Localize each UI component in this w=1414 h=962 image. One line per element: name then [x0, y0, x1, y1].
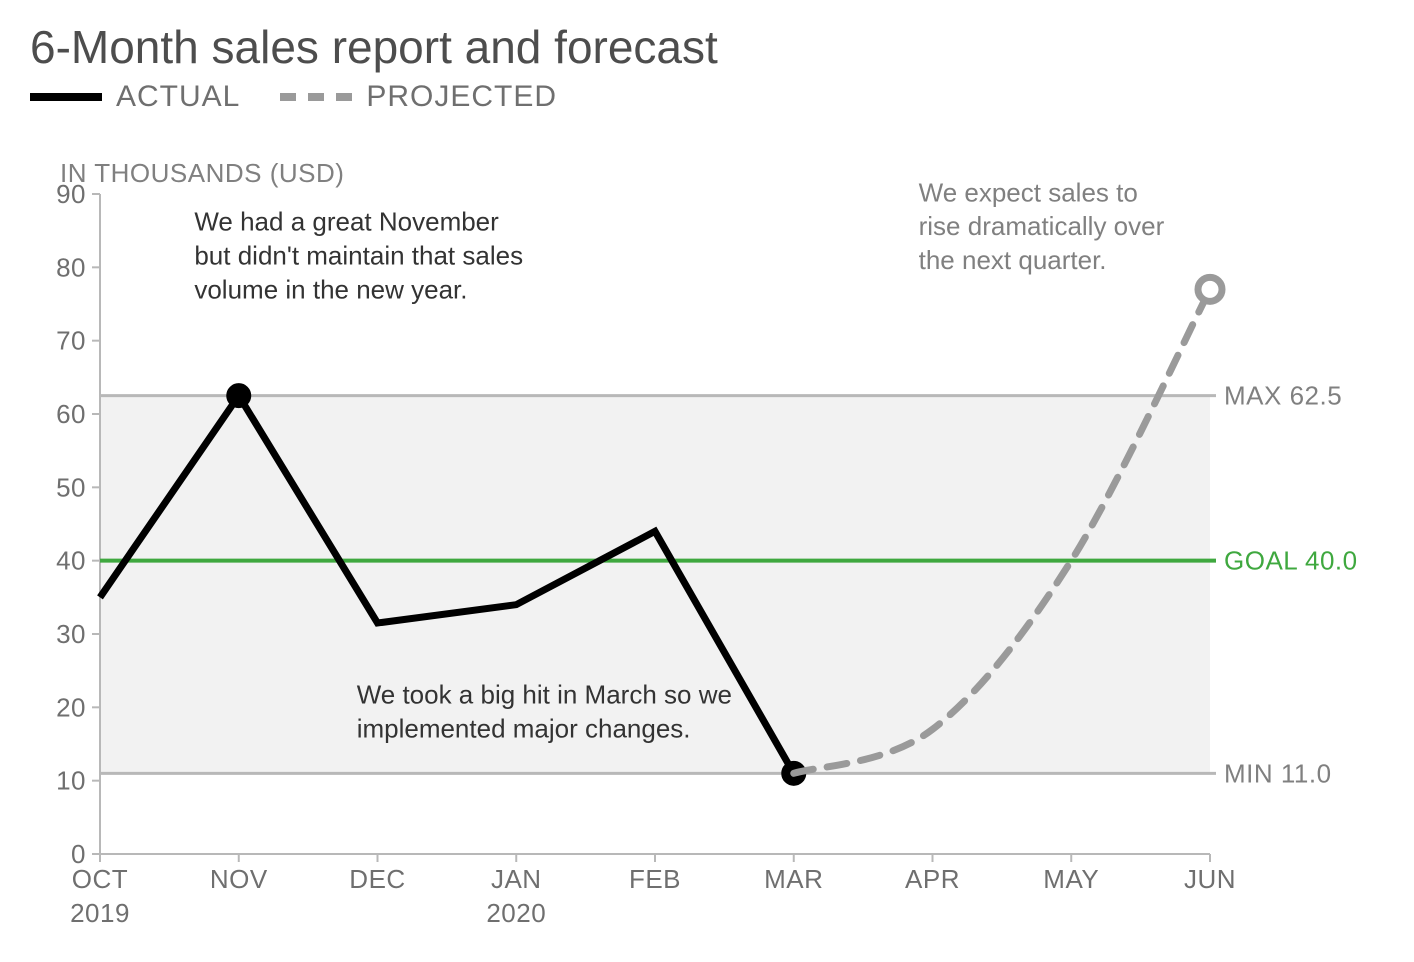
x-tick-label: JAN [491, 864, 542, 894]
goal-label: GOAL 40.0 [1224, 546, 1358, 576]
x-tick-label: FEB [629, 864, 681, 894]
y-tick-label: 70 [56, 326, 86, 356]
y-tick-label: 40 [56, 546, 86, 576]
x-tick-label: JUN [1184, 864, 1236, 894]
chart-plot-area: IN THOUSANDS (USD)0102030405060708090OCT… [30, 154, 1374, 944]
legend-label-actual: ACTUAL [116, 80, 240, 114]
x-tick-label: APR [905, 864, 960, 894]
x-tick-label: MAR [764, 864, 823, 894]
series-projected-end-marker [1198, 277, 1222, 301]
y-tick-label: 60 [56, 399, 86, 429]
annotation-mar: implemented major changes. [357, 713, 691, 743]
x-tick-label: OCT [72, 864, 128, 894]
legend-swatch-actual [30, 93, 102, 101]
legend-item-projected: PROJECTED [280, 80, 557, 114]
annotation-forecast: We expect sales to [919, 177, 1138, 207]
y-tick-label: 10 [56, 766, 86, 796]
y-tick-label: 80 [56, 252, 86, 282]
annotation-forecast: rise dramatically over [919, 211, 1165, 241]
y-tick-label: 90 [56, 179, 86, 209]
legend-label-projected: PROJECTED [366, 80, 557, 114]
legend-swatch-projected [280, 93, 352, 101]
annotation-mar: We took a big hit in March so we [357, 680, 732, 710]
y-tick-label: 30 [56, 619, 86, 649]
y-tick-label: 50 [56, 472, 86, 502]
x-tick-label: NOV [210, 864, 268, 894]
x-tick-label: DEC [349, 864, 405, 894]
y-tick-label: 20 [56, 692, 86, 722]
chart-container: 6-Month sales report and forecast ACTUAL… [0, 0, 1414, 962]
annotation-nov: volume in the new year. [194, 274, 467, 304]
max-label: MAX 62.5 [1224, 381, 1342, 411]
y-axis-unit-label: IN THOUSANDS (USD) [60, 158, 344, 188]
x-year-label: 2020 [486, 898, 546, 928]
legend-item-actual: ACTUAL [30, 80, 240, 114]
min-label: MIN 11.0 [1224, 758, 1332, 788]
series-actual-marker [227, 384, 251, 408]
annotation-forecast: the next quarter. [919, 245, 1107, 275]
legend: ACTUAL PROJECTED [30, 80, 1374, 114]
x-year-label: 2019 [70, 898, 130, 928]
chart-svg: IN THOUSANDS (USD)0102030405060708090OCT… [30, 154, 1374, 944]
annotation-nov: We had a great November [194, 207, 499, 237]
annotation-nov: but didn't maintain that sales [194, 240, 523, 270]
x-tick-label: MAY [1043, 864, 1099, 894]
chart-title: 6-Month sales report and forecast [30, 20, 1374, 74]
